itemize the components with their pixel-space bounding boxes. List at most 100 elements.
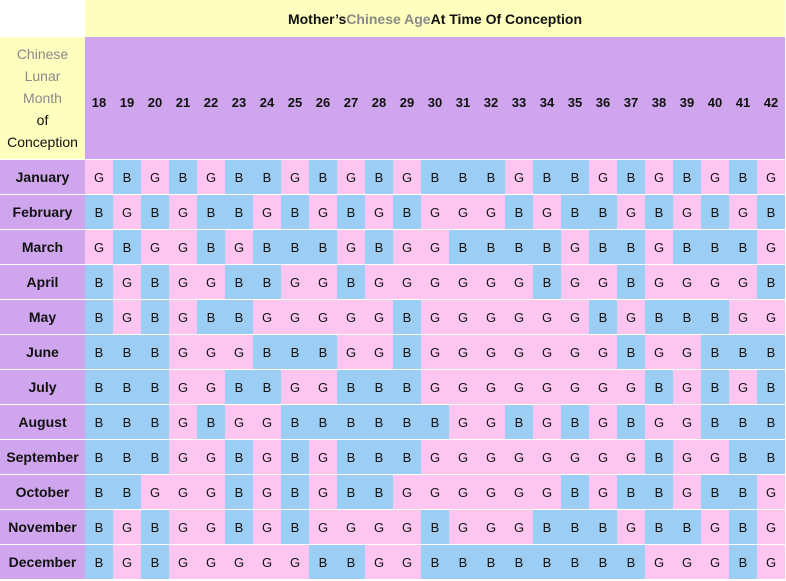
gender-cell: G	[365, 544, 393, 579]
gender-cell: B	[673, 299, 701, 334]
gender-cell: B	[281, 474, 309, 509]
gender-cell: B	[253, 369, 281, 404]
gender-cell: B	[477, 544, 505, 579]
gender-cell: G	[253, 509, 281, 544]
gender-cell: G	[645, 264, 673, 299]
gender-cell: G	[757, 229, 785, 264]
gender-cell: B	[729, 404, 757, 439]
age-header-30: 30	[427, 94, 443, 110]
gender-cell: G	[337, 334, 365, 369]
gender-cell: G	[729, 264, 757, 299]
gender-cell: G	[477, 439, 505, 474]
age-header-26: 26	[315, 94, 331, 110]
gender-cell: G	[421, 229, 449, 264]
gender-cell: B	[225, 439, 253, 474]
gender-cell: G	[309, 474, 337, 509]
gender-cell: B	[253, 334, 281, 369]
gender-cell: B	[141, 509, 169, 544]
gender-cell: G	[673, 474, 701, 509]
gender-cell: B	[197, 194, 225, 229]
gender-cell: G	[561, 229, 589, 264]
gender-cell: B	[85, 404, 113, 439]
gender-cell: B	[337, 544, 365, 579]
gender-cell: G	[197, 439, 225, 474]
gender-cell: B	[309, 159, 337, 194]
gender-cell: G	[253, 474, 281, 509]
gender-cell: B	[141, 194, 169, 229]
gender-cell: G	[253, 439, 281, 474]
gender-cell: G	[225, 404, 253, 439]
gender-cell: B	[337, 369, 365, 404]
gender-cell: B	[729, 334, 757, 369]
age-header-row: 18 19 20 21 22 23 24 25 26 27 28 29 30 31 32 33 34 35 36 37…	[85, 37, 785, 159]
month-label-january: January	[0, 159, 85, 194]
gender-cell: G	[253, 404, 281, 439]
gender-cell: G	[169, 194, 197, 229]
gender-cell: B	[141, 369, 169, 404]
month-label-september: September	[0, 439, 85, 474]
gender-cell: G	[309, 369, 337, 404]
gender-cell: B	[729, 439, 757, 474]
gender-cell: B	[225, 369, 253, 404]
gender-cell: G	[617, 194, 645, 229]
gender-cell: B	[253, 159, 281, 194]
gender-cell: G	[85, 159, 113, 194]
gender-cell: G	[309, 299, 337, 334]
gender-cell: G	[701, 159, 729, 194]
gender-cell: G	[365, 509, 393, 544]
gender-cell: G	[169, 509, 197, 544]
gender-cell: B	[757, 264, 785, 299]
gender-cell: G	[505, 299, 533, 334]
age-header-39: 39	[679, 94, 695, 110]
age-header-36: 36	[595, 94, 611, 110]
gender-cell: B	[253, 264, 281, 299]
gender-cell: B	[757, 369, 785, 404]
gender-cell: G	[757, 159, 785, 194]
gender-cell: B	[113, 229, 141, 264]
age-header-23: 23	[231, 94, 247, 110]
gender-cell: B	[561, 404, 589, 439]
gender-cell: G	[449, 439, 477, 474]
gender-cell: G	[757, 474, 785, 509]
gender-cell: B	[421, 544, 449, 579]
gender-cell: B	[225, 159, 253, 194]
gender-cell: G	[645, 404, 673, 439]
month-label-june: June	[0, 334, 85, 369]
gender-cell: G	[253, 299, 281, 334]
gender-cell: B	[449, 544, 477, 579]
gender-cell: G	[505, 159, 533, 194]
gender-cell: G	[477, 404, 505, 439]
gender-cell: G	[617, 439, 645, 474]
gender-cell: G	[169, 334, 197, 369]
gender-cell: B	[225, 264, 253, 299]
gender-cell: G	[169, 544, 197, 579]
gender-cell: B	[729, 474, 757, 509]
month-label-august: August	[0, 404, 85, 439]
gender-cell: B	[365, 404, 393, 439]
month-label-october: October	[0, 474, 85, 509]
gender-cell: B	[281, 439, 309, 474]
gender-cell: G	[589, 474, 617, 509]
gender-cell: G	[449, 509, 477, 544]
gender-cell: B	[141, 544, 169, 579]
gender-cell: B	[617, 264, 645, 299]
gender-cell: B	[113, 404, 141, 439]
corner-blank	[0, 0, 85, 37]
gender-cell: B	[701, 194, 729, 229]
row-header-line-2: Lunar	[24, 68, 61, 84]
gender-cell: G	[505, 264, 533, 299]
gender-cell: B	[393, 369, 421, 404]
gender-cell: B	[197, 229, 225, 264]
age-header-21: 21	[175, 94, 191, 110]
gender-cell: G	[645, 544, 673, 579]
gender-cell: B	[589, 544, 617, 579]
gender-cell: B	[617, 159, 645, 194]
gender-cell: B	[309, 334, 337, 369]
gender-cell: B	[365, 229, 393, 264]
gender-cell: G	[477, 194, 505, 229]
gender-cell: G	[393, 229, 421, 264]
gender-cell: G	[701, 509, 729, 544]
gender-cell: B	[645, 299, 673, 334]
gender-cell: B	[589, 229, 617, 264]
gender-cell: B	[337, 474, 365, 509]
